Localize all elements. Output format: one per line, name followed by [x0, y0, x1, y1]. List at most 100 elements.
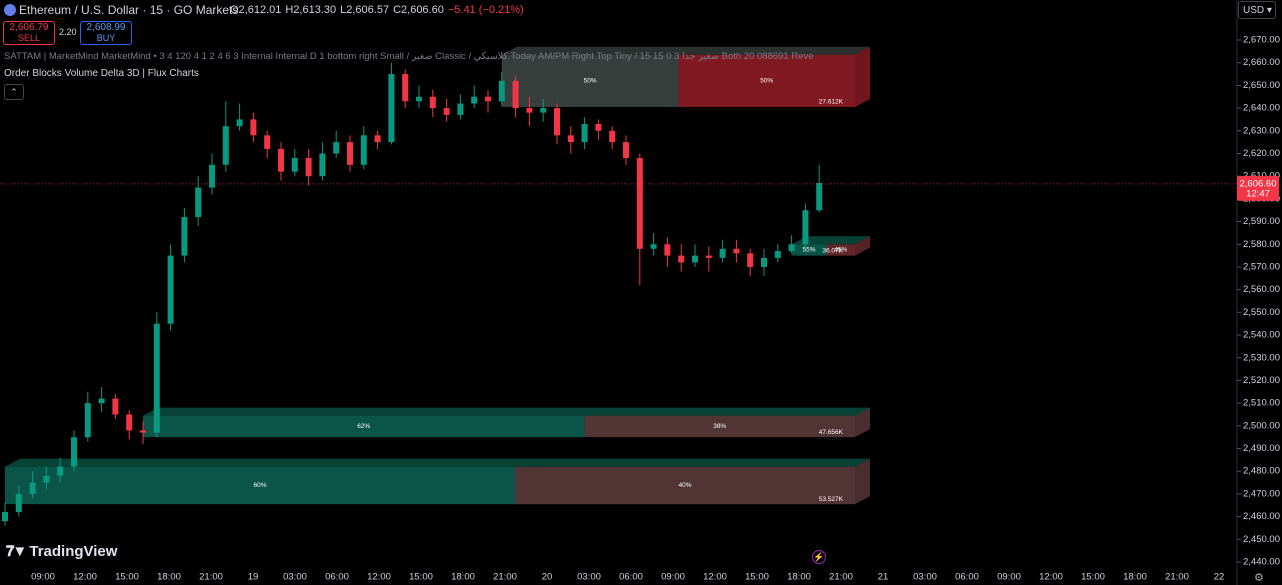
- candle-body: [540, 108, 547, 113]
- zone-volume: 47.656K: [819, 429, 844, 436]
- y-tick-label: 2,670.00: [1243, 35, 1280, 46]
- x-tick-label: 09:00: [31, 572, 55, 583]
- zone-top-face: [791, 236, 870, 245]
- candle-body: [29, 482, 36, 494]
- zone-bull-label: 62%: [357, 423, 370, 430]
- x-tick-label: 15:00: [409, 572, 433, 583]
- y-tick-label: 2,530.00: [1243, 352, 1280, 363]
- candle-body: [333, 142, 340, 154]
- candle-body: [457, 103, 464, 115]
- tradingview-logo: 𝟕▼ TradingView: [6, 543, 118, 560]
- zone-bear-label: 45%: [834, 247, 847, 254]
- candle-body: [498, 80, 505, 102]
- symbol-title[interactable]: Ethereum / U.S. Dollar · 15 · GO Markets: [4, 3, 238, 17]
- candle-body: [567, 135, 574, 143]
- candle-body: [140, 430, 146, 433]
- candle-body: [319, 153, 326, 177]
- candle-body: [761, 257, 767, 267]
- zone-bear-label: 40%: [678, 482, 691, 489]
- candle-body: [416, 96, 422, 102]
- candle-body: [526, 108, 533, 113]
- candle-body: [374, 135, 381, 143]
- candle-body: [595, 123, 602, 131]
- y-tick-label: 2,660.00: [1243, 57, 1280, 68]
- zone-bear: [678, 54, 855, 107]
- candle-body: [264, 135, 271, 149]
- currency: USD: [1243, 5, 1265, 16]
- candle-body: [126, 414, 133, 431]
- zone-side-face: [855, 236, 870, 256]
- x-tick-label: 03:00: [577, 572, 601, 583]
- candle-body: [692, 255, 698, 263]
- candle-body: [250, 119, 257, 136]
- x-tick-label: 12:00: [73, 572, 97, 583]
- candle-body: [2, 512, 8, 522]
- candle-body: [664, 244, 671, 256]
- x-tick-label: 20: [542, 572, 553, 583]
- zone-bear: [584, 415, 855, 438]
- candle-body: [153, 323, 160, 433]
- candle-body: [360, 135, 367, 165]
- candle-body: [15, 493, 22, 513]
- y-tick-label: 2,510.00: [1243, 398, 1280, 409]
- indicator-legend[interactable]: Order Blocks Volume Delta 3D | Flux Char…: [4, 68, 199, 79]
- zone-bull-label: 55%: [803, 247, 816, 254]
- candle-body: [581, 123, 588, 143]
- last-price-box: [1237, 175, 1279, 201]
- zone-side-face: [855, 407, 870, 438]
- candle-body: [678, 255, 685, 263]
- x-tick-label: 06:00: [619, 572, 643, 583]
- y-tick-label: 2,640.00: [1243, 103, 1280, 114]
- currency-select[interactable]: USD ▾: [1238, 1, 1276, 19]
- zone-volume: 36.07K: [822, 247, 843, 254]
- x-tick-label: 15:00: [745, 572, 769, 583]
- candle-body: [222, 126, 229, 165]
- countdown: 12:47: [1246, 188, 1270, 199]
- buy-button[interactable]: 2,608.99 BUY: [80, 21, 132, 45]
- alert-icon[interactable]: ⚡: [812, 550, 826, 564]
- ohlc-item: C2,606.60: [393, 4, 444, 16]
- y-tick-label: 2,650.00: [1243, 80, 1280, 91]
- sell-button[interactable]: 2,606.79 SELL: [3, 21, 55, 45]
- x-tick-label: 21:00: [199, 572, 223, 583]
- candle-body: [788, 244, 795, 252]
- ohlc-item: O2,612.01: [230, 4, 282, 16]
- x-tick-label: 03:00: [283, 572, 307, 583]
- candle-body: [388, 74, 395, 143]
- x-tick-label: 12:00: [367, 572, 391, 583]
- y-tick-label: 2,550.00: [1243, 307, 1280, 318]
- collapse-button[interactable]: ⌃: [4, 84, 24, 100]
- y-tick-label: 2,540.00: [1243, 330, 1280, 341]
- y-tick-label: 2,520.00: [1243, 375, 1280, 386]
- candle-body: [195, 187, 202, 218]
- candle-body: [347, 142, 353, 165]
- x-tick-label: 06:00: [325, 572, 349, 583]
- buy-label: BUY: [96, 33, 116, 43]
- x-tick-label: 18:00: [1123, 572, 1147, 583]
- ohlc-item: L2,606.57: [340, 4, 390, 16]
- x-tick-label: 09:00: [997, 572, 1021, 583]
- candle-body: [733, 248, 740, 254]
- zone-bear: [826, 244, 855, 256]
- y-tick-label: 2,480.00: [1243, 466, 1280, 477]
- x-tick-label: 22: [1214, 572, 1225, 583]
- x-tick-label: 06:00: [955, 572, 979, 583]
- candle-body: [719, 248, 726, 258]
- zone-bull: [791, 244, 827, 256]
- candle-body: [512, 80, 519, 109]
- indicator-legend[interactable]: SATTAM | MarketMind MarketMind • 3 4 120…: [4, 51, 814, 62]
- candle-body: [167, 255, 174, 324]
- zone-bull-label: 50%: [584, 78, 597, 85]
- y-tick-label: 2,440.00: [1243, 557, 1280, 568]
- candle-body: [802, 210, 809, 245]
- x-tick-label: 03:00: [913, 572, 937, 583]
- candle-body: [443, 108, 450, 115]
- candle-body: [609, 130, 616, 143]
- settings-icon[interactable]: ⚙: [1254, 572, 1264, 584]
- zone-volume: 53.527K: [819, 496, 844, 503]
- candle-body: [236, 119, 243, 127]
- zone-bull: [5, 466, 515, 505]
- candle-body: [650, 244, 657, 249]
